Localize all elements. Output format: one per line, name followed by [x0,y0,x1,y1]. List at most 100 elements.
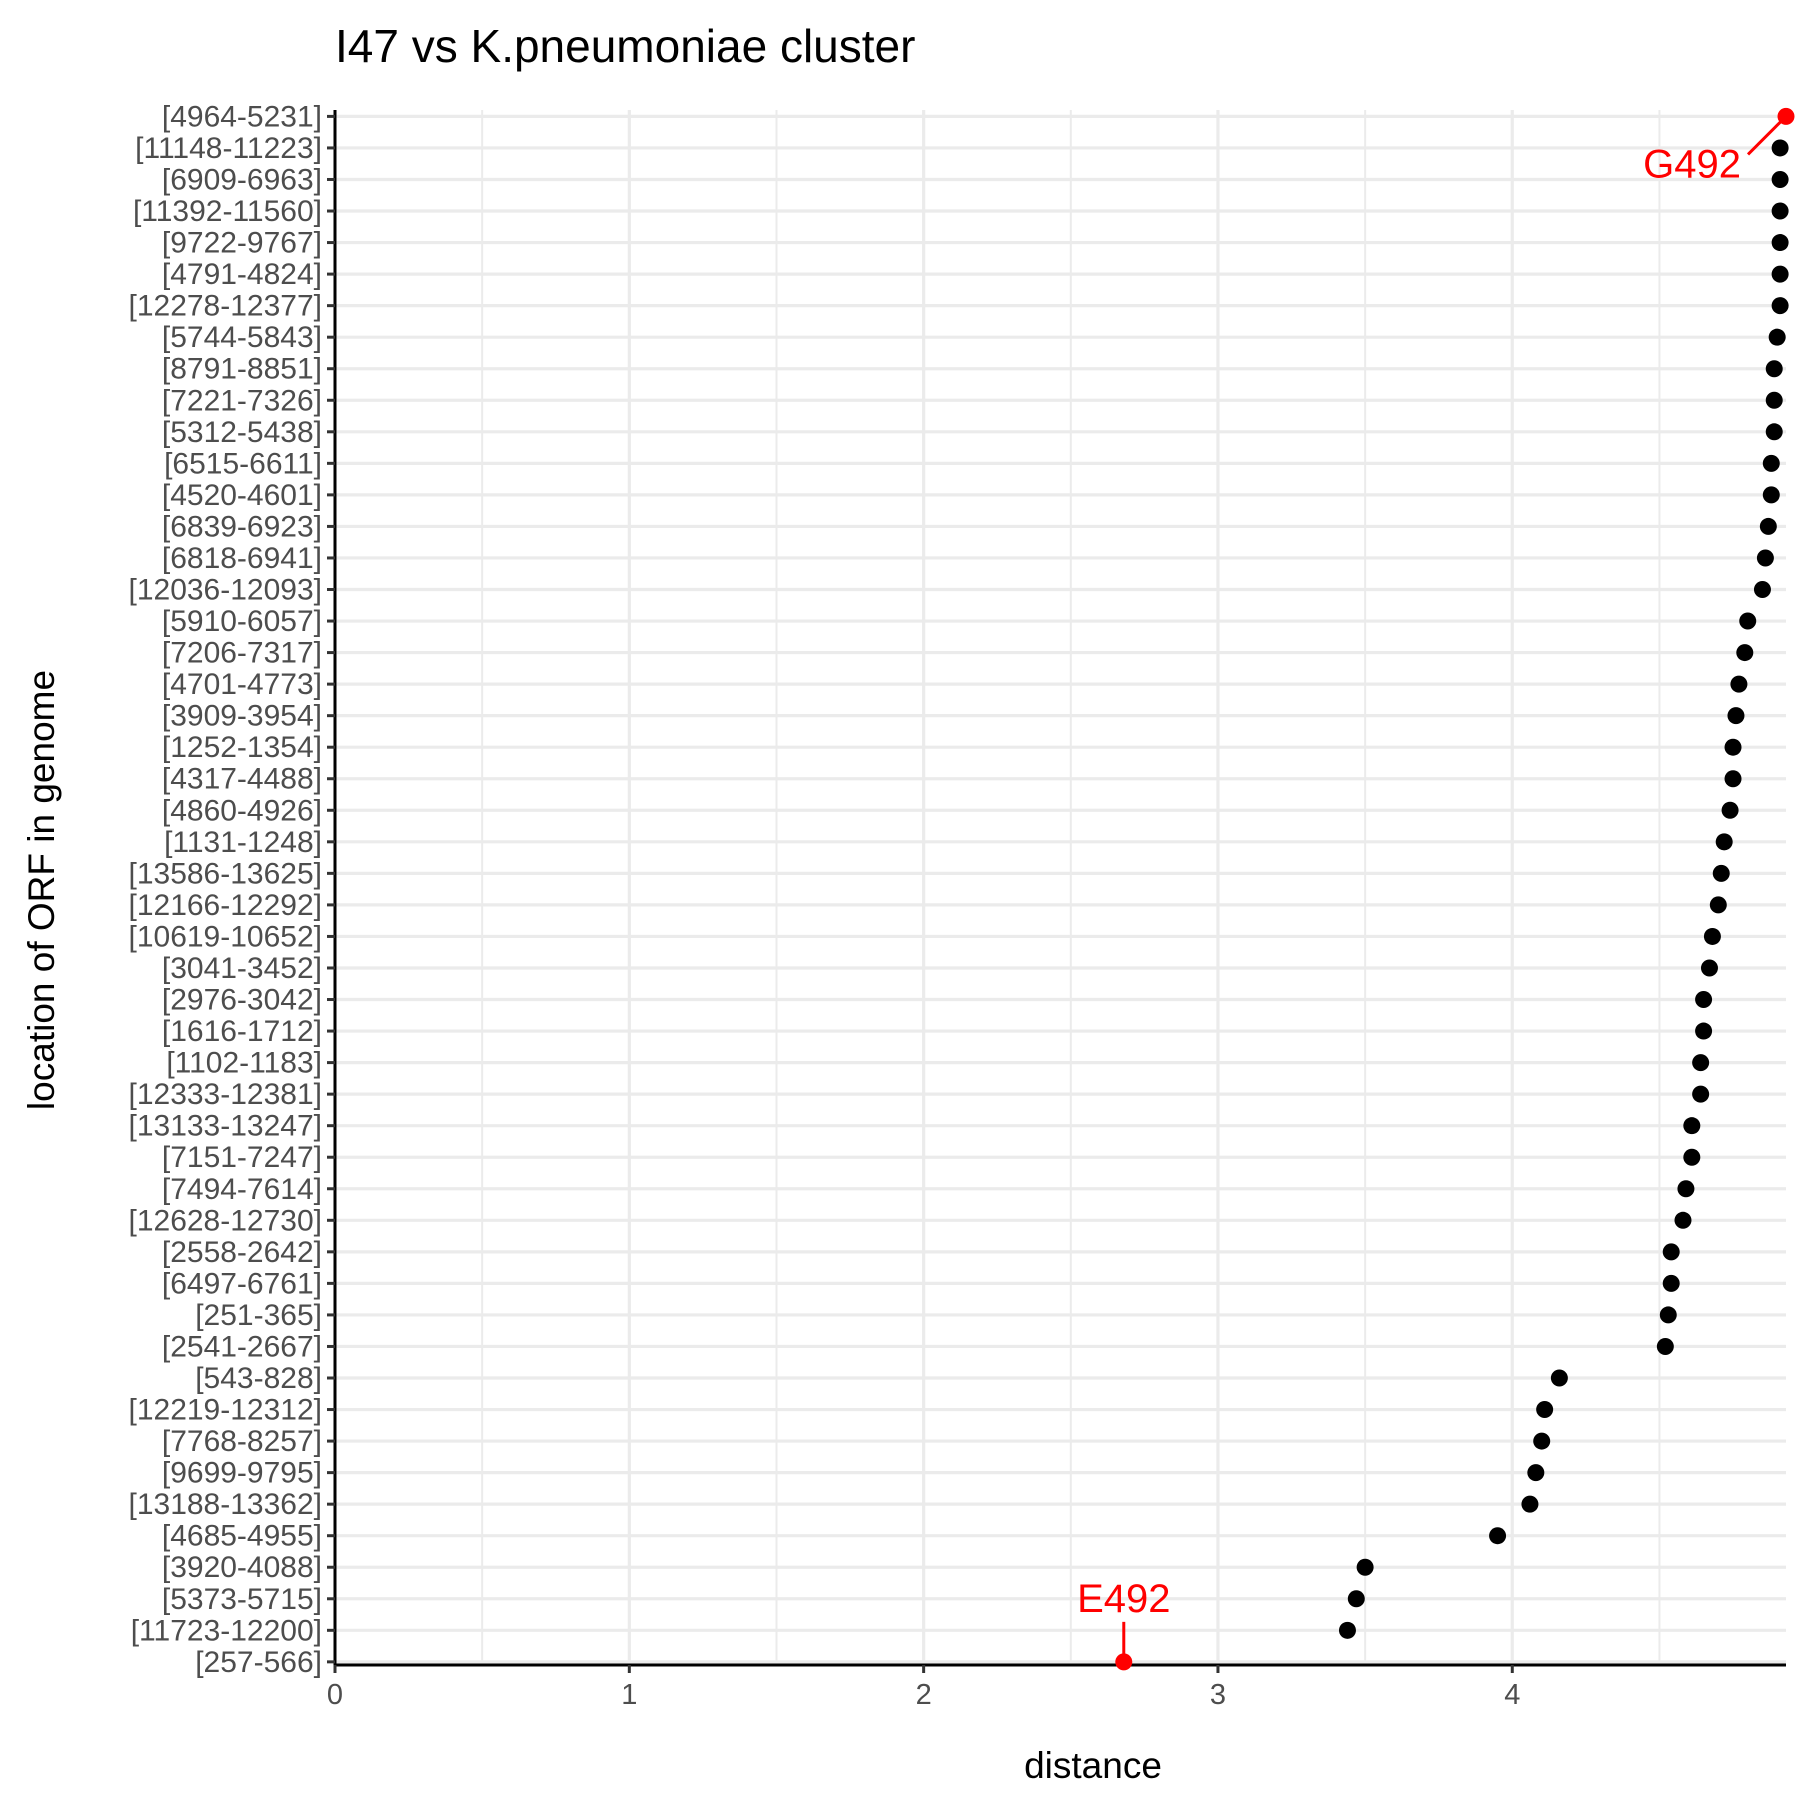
x-axis-label: distance [1024,1745,1162,1786]
y-tick-label: [13586-13625] [128,857,322,890]
y-tick-label: [251-365] [195,1299,322,1332]
y-tick-label: [12166-12292] [128,889,322,922]
y-tick-label: [4791-4824] [162,258,322,291]
data-point [1550,1369,1568,1387]
y-tick-label: [4701-4773] [162,668,322,701]
y-tick-label: [11723-12200] [131,1614,322,1647]
y-tick-label: [4964-5231] [162,100,322,133]
x-tick-label: 0 [327,1679,343,1711]
y-tick-label: [4860-4926] [162,794,322,827]
y-tick-label: [3041-3452] [162,952,322,985]
y-tick-label: [3920-4088] [162,1551,322,1584]
data-point [1489,1527,1507,1545]
data-point [1727,707,1745,725]
data-point [1533,1432,1551,1450]
x-tick-label: 1 [621,1679,637,1711]
y-tick-label: [1616-1712] [162,1015,322,1048]
data-point [1724,738,1742,756]
y-tick-label: [7206-7317] [162,637,322,670]
y-tick-label: [5373-5715] [162,1583,322,1616]
data-point [1677,1180,1695,1198]
data-point [1662,1274,1680,1292]
data-point [1692,1085,1710,1103]
y-tick-label: [1131-1248] [164,826,322,859]
y-tick-label: [12333-12381] [128,1078,322,1111]
data-point [1700,959,1718,977]
data-point [1715,833,1733,851]
y-tick-label: [12628-12730] [128,1204,322,1237]
y-tick-label: [6497-6761] [162,1267,322,1300]
y-tick-label: [6818-6941] [162,542,322,575]
data-point [1356,1558,1374,1576]
annotation-label: E492 [1077,1577,1170,1621]
chart-title: I47 vs K.pneumoniae cluster [335,20,915,72]
y-tick-label: [12036-12093] [128,574,322,607]
y-tick-label: [6515-6611] [164,447,322,480]
highlighted-point [1777,107,1795,125]
y-tick-label: [257-566] [195,1646,322,1679]
data-point [1692,1054,1710,1072]
y-tick-label: [5910-6057] [162,605,322,638]
data-point [1659,1306,1677,1324]
y-tick-label: [5744-5843] [162,321,322,354]
data-point [1765,360,1783,378]
data-point [1771,170,1789,188]
y-tick-label: [4685-4955] [162,1520,322,1553]
data-point [1709,896,1727,914]
y-tick-label: [12278-12377] [128,290,322,323]
y-tick-label: [11392-11560] [133,195,322,228]
y-tick-label: [3909-3954] [162,700,322,733]
data-point [1771,234,1789,252]
grid [333,110,1786,1665]
annotation-label: G492 [1643,142,1741,186]
y-tick-label: [7768-8257] [162,1425,322,1458]
y-axis-ticks: [4964-5231][11148-11223][6909-6963][1139… [128,100,335,1679]
y-tick-label: [2558-2642] [162,1236,322,1269]
x-tick-label: 4 [1504,1679,1520,1711]
data-point [1739,612,1757,630]
data-point [1674,1211,1692,1229]
data-point [1683,1117,1701,1135]
data-point [1721,801,1739,819]
x-tick-label: 3 [1210,1679,1226,1711]
data-point [1736,644,1754,662]
y-tick-label: [7494-7614] [162,1173,322,1206]
y-tick-label: [2541-2667] [162,1330,322,1363]
data-point [1765,423,1783,441]
data-point [1683,1148,1701,1166]
data-point [1703,927,1721,945]
y-tick-label: [7221-7326] [162,384,322,417]
data-point [1756,549,1774,567]
y-tick-label: [11148-11223] [135,132,322,165]
y-tick-label: [2976-3042] [162,984,322,1017]
y-tick-label: [6909-6963] [162,163,322,196]
y-tick-label: [1102-1183] [166,1047,322,1080]
data-point [1771,297,1789,315]
data-point [1762,454,1780,472]
data-points [1115,107,1795,1671]
data-point [1695,1022,1713,1040]
x-tick-label: 2 [916,1679,932,1711]
y-tick-label: [4520-4601] [162,479,322,512]
data-point [1338,1621,1356,1639]
y-tick-label: [543-828] [195,1362,322,1395]
y-tick-label: [13188-13362] [128,1488,322,1521]
y-tick-label: [4317-4488] [162,763,322,796]
data-point [1527,1464,1545,1482]
data-point [1662,1243,1680,1261]
data-point [1753,581,1771,598]
data-point [1712,864,1730,882]
y-tick-label: [7151-7247] [162,1141,322,1174]
highlighted-point [1115,1653,1133,1671]
data-point [1724,770,1742,788]
annotations: G492 E492 [1077,119,1784,1656]
y-tick-label: [6839-6923] [162,510,322,543]
y-tick-label: [8791-8851] [162,353,322,386]
data-point [1771,202,1789,220]
y-tick-label: [10619-10652] [128,920,322,953]
annotation-leader-line [1746,119,1784,156]
x-axis-ticks: 0 1 2 3 4 [327,1665,1520,1711]
y-tick-label: [9699-9795] [162,1457,322,1490]
